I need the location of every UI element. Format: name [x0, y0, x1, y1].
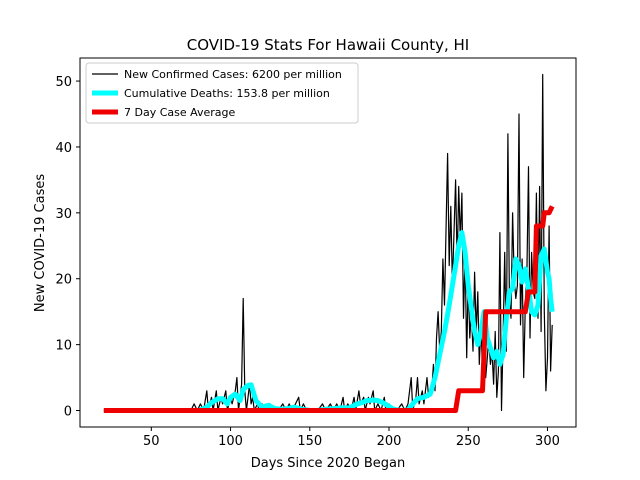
y-tick-label: 50	[55, 75, 72, 90]
y-tick-label: 20	[55, 273, 72, 288]
series-line-7-day-case-average	[103, 205, 555, 413]
y-axis: 0 10 20 30 40 50	[55, 75, 80, 420]
y-axis-label: New COVID-19 Cases	[33, 174, 48, 312]
x-axis: 50 100 150 200 250 300	[143, 427, 560, 449]
legend-entry-label: 7 Day Case Average	[124, 106, 236, 119]
x-tick-label: 100	[218, 434, 243, 449]
x-tick-label: 50	[143, 434, 160, 449]
y-tick-label: 30	[55, 207, 72, 222]
legend-entry-label: New Confirmed Cases: 6200 per million	[124, 68, 342, 81]
legend-box	[85, 62, 359, 124]
legend: New Confirmed Cases: 6200 per million Cum…	[85, 62, 359, 124]
x-axis-label: Days Since 2020 Began	[251, 456, 406, 471]
x-tick-label: 250	[456, 434, 481, 449]
x-tick-label: 300	[535, 434, 560, 449]
y-tick-label: 40	[55, 141, 72, 156]
chart-title: COVID-19 Stats For Hawaii County, HI	[187, 36, 469, 54]
x-tick-label: 200	[377, 434, 402, 449]
x-tick-label: 150	[297, 434, 322, 449]
series-line-cumulative-deaths-153-8-per-million	[197, 230, 555, 413]
y-tick-label: 10	[55, 339, 72, 354]
y-tick-label: 0	[64, 405, 72, 420]
series-layer	[103, 73, 555, 413]
legend-entry-label: Cumulative Deaths: 153.8 per million	[124, 87, 330, 100]
series-line-new-confirmed-cases-6200-per-million	[103, 73, 553, 412]
plot-frame	[79, 57, 577, 428]
